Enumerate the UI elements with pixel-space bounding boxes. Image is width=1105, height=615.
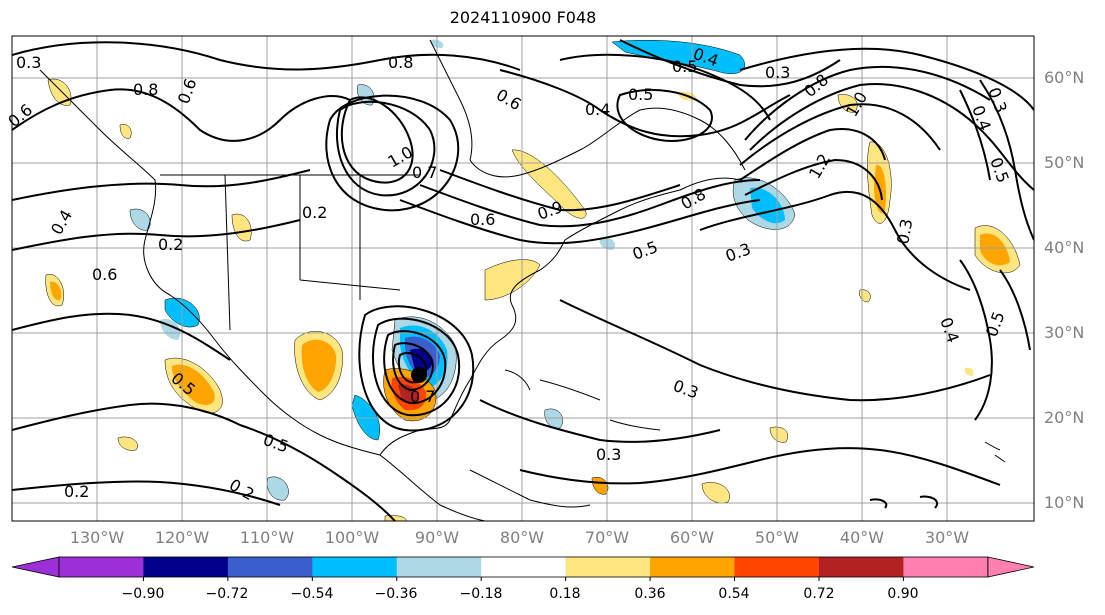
colorbar-frame xyxy=(58,556,989,578)
contour-label: 0.6 xyxy=(470,210,495,229)
contour-label: 0.8 xyxy=(133,80,158,99)
contour-lines xyxy=(12,39,1034,521)
colorbar-label: −0.36 xyxy=(374,586,418,602)
lon-label-90w: 90°W xyxy=(414,528,460,547)
colorbar-label: 0.18 xyxy=(549,586,581,602)
contour-label: 0.6 xyxy=(92,265,117,284)
colorbar-segment xyxy=(59,557,144,577)
colorbar-label: −0.90 xyxy=(121,586,165,602)
colorbar-arrow-low xyxy=(11,556,60,578)
contour-label: 0.2 xyxy=(64,482,89,501)
colorbar-label: −0.18 xyxy=(459,586,503,602)
contour-label: 0.8 xyxy=(388,53,413,72)
contour-label: 0.5 xyxy=(982,309,1009,339)
contour-label: 1.2 xyxy=(805,150,834,182)
colorbar-segment xyxy=(143,557,229,577)
positive-anomaly-fill xyxy=(511,149,587,219)
lon-label-80w: 80°W xyxy=(499,528,545,547)
colorbar-segment xyxy=(312,557,398,577)
lon-label-100w: 100°W xyxy=(324,528,380,547)
lon-label-110w: 110°W xyxy=(239,528,295,547)
lon-label-120w: 120°W xyxy=(154,528,210,547)
colorbar-segment xyxy=(903,557,989,577)
positive-anomaly-fill xyxy=(591,476,609,495)
map-frame xyxy=(11,35,1035,522)
coastlines xyxy=(39,39,1006,521)
colorbar-label: −0.72 xyxy=(205,586,249,602)
positive-anomaly-fill xyxy=(484,259,541,301)
positive-anomaly-fill xyxy=(231,213,252,242)
positive-anomaly-fill xyxy=(301,339,337,392)
lat-label-50n: 50°N xyxy=(1044,153,1085,172)
positive-anomaly-fill xyxy=(117,436,138,451)
contour-label: 0.4 xyxy=(47,206,76,238)
lon-label-130w: 130°W xyxy=(69,528,125,547)
contour-label: 0.3 xyxy=(723,239,753,266)
lon-label-70w: 70°W xyxy=(584,528,630,547)
contour-label: 0.3 xyxy=(765,63,790,82)
contour-label: 0.4 xyxy=(936,315,963,345)
positive-anomaly-fill xyxy=(980,233,1010,266)
contour-label: 0.6 xyxy=(174,76,201,106)
colorbar-segment xyxy=(565,557,651,577)
colorbar-segment xyxy=(396,557,482,577)
lat-label-60n: 60°N xyxy=(1044,68,1085,87)
negative-anomaly-fill xyxy=(129,208,151,231)
contour-label: 0.5 xyxy=(630,237,660,264)
lon-label-30w: 30°W xyxy=(924,528,970,547)
colorbar xyxy=(11,556,1035,581)
positive-anomaly-fill xyxy=(859,289,871,303)
storm-center-marker-icon xyxy=(411,367,427,383)
colorbar-arrow-high xyxy=(987,556,1035,578)
positive-anomaly-fill xyxy=(172,364,215,405)
colorbar-label: 0.36 xyxy=(634,586,666,602)
positive-anomaly-fill xyxy=(769,426,788,443)
contour-label: 0.3 xyxy=(16,53,41,72)
colorbar-label: −0.54 xyxy=(290,586,334,602)
shaded-field xyxy=(45,39,1021,521)
contour-label: 0.5 xyxy=(261,430,291,457)
positive-anomaly-fill xyxy=(50,281,62,301)
lat-label-40n: 40°N xyxy=(1044,238,1085,257)
contour-label: 0.5 xyxy=(986,155,1013,185)
lon-label-50w: 50°W xyxy=(754,528,800,547)
negative-anomaly-fill xyxy=(267,476,289,501)
colorbar-segment xyxy=(734,557,820,577)
contour-label: 0.5 xyxy=(628,85,653,104)
map-title: 2024110900 F048 xyxy=(449,8,597,27)
negative-anomaly-fill xyxy=(357,84,375,106)
colorbar-segment xyxy=(227,557,313,577)
positive-anomaly-fill xyxy=(47,78,72,106)
contour-label: 0.3 xyxy=(671,376,701,403)
contour-label: 0.2 xyxy=(158,235,183,254)
colorbar-label: 0.72 xyxy=(803,586,835,602)
positive-anomaly-fill xyxy=(701,482,730,504)
colorbar-segment xyxy=(650,557,736,577)
colorbar-segment xyxy=(818,557,904,577)
graticule xyxy=(12,36,1034,521)
lat-label-30n: 30°N xyxy=(1044,323,1085,342)
lat-label-20n: 20°N xyxy=(1044,408,1085,427)
contour-label: 0.7 xyxy=(412,163,437,182)
positive-anomaly-fill xyxy=(964,367,974,376)
contour-label: 0.2 xyxy=(302,203,327,222)
contour-label: 0.2 xyxy=(226,475,258,504)
contour-label: 0.5 xyxy=(672,57,697,76)
contour-label: 0.4 xyxy=(585,100,610,119)
lon-label-40w: 40°W xyxy=(839,528,885,547)
contour-label: 1.0 xyxy=(842,88,871,120)
contour-label: 0.3 xyxy=(893,217,916,245)
colorbar-label: 0.54 xyxy=(718,586,750,602)
colorbar-label: 0.90 xyxy=(887,586,919,602)
lon-label-60w: 60°W xyxy=(669,528,715,547)
contour-label: 0.6 xyxy=(4,100,36,131)
contour-label: 0.7 xyxy=(410,387,435,406)
positive-anomaly-fill xyxy=(119,124,132,139)
lat-label-10n: 10°N xyxy=(1044,493,1085,512)
colorbar-segment xyxy=(481,557,567,577)
contour-label: 0.6 xyxy=(493,85,525,114)
contour-label: 0.3 xyxy=(596,445,621,464)
